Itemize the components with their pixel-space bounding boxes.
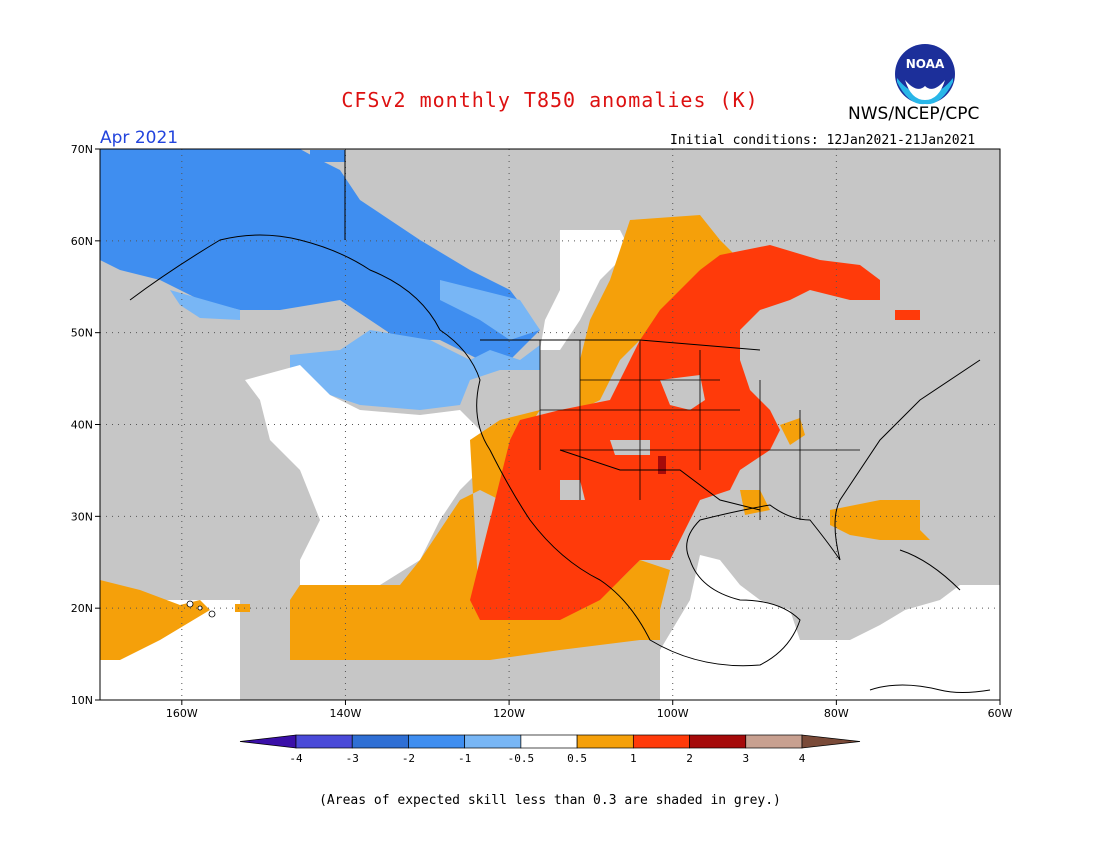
- lat-tick-label: 30N: [71, 510, 93, 523]
- colorbar-swatch: [295, 734, 353, 749]
- colorbar-swatch: [408, 734, 466, 749]
- colorbar-label: 1: [630, 752, 637, 765]
- colorbar-swatch: [576, 734, 634, 749]
- lon-tick-label: 160W: [166, 707, 198, 720]
- colorbar-label: -0.5: [508, 752, 535, 765]
- latitude-axis: 70N 60N 50N 40N 30N 20N 10N: [71, 143, 100, 707]
- colorbar-swatch: [520, 734, 578, 749]
- lon-tick-label: 80W: [824, 707, 849, 720]
- grey-holes: [560, 375, 705, 500]
- lat-tick-label: 60N: [71, 235, 93, 248]
- lat-tick-label: 20N: [71, 602, 93, 615]
- lon-tick-label: 60W: [988, 707, 1013, 720]
- colorbar-label: -1: [458, 752, 471, 765]
- neutral-region: [245, 230, 630, 585]
- colorbar-swatch: [632, 734, 690, 749]
- footnote: (Areas of expected skill less than 0.3 a…: [319, 793, 781, 808]
- forecast-month: Apr 2021: [100, 128, 179, 148]
- light-blue-anomaly-region: [170, 280, 540, 410]
- colorbar-swatch: [745, 734, 803, 749]
- state-borders: [539, 340, 860, 520]
- lat-tick-label: 50N: [71, 327, 93, 340]
- colorbar-arrow-right: [801, 734, 861, 749]
- red-anomaly-region: [470, 245, 920, 620]
- map-shading: [100, 149, 1000, 700]
- lat-tick-label: 70N: [71, 143, 93, 156]
- hawaii-islands: [186, 600, 216, 618]
- colorbar-swatch: [351, 734, 409, 749]
- colorbar-swatch: [464, 734, 522, 749]
- dark-red-spot: [658, 456, 666, 474]
- noaa-logo-text: NOAA: [906, 57, 945, 71]
- lon-tick-label: 140W: [330, 707, 362, 720]
- colorbar-label: 3: [742, 752, 749, 765]
- colorbar-label: -2: [402, 752, 415, 765]
- colorbar: -4 -3 -2 -1 -0.5 0.5 1 2 3 4: [239, 734, 861, 765]
- colorbar-label: -3: [346, 752, 359, 765]
- organization-label: NWS/NCEP/CPC: [848, 104, 980, 124]
- lon-tick-label: 120W: [493, 707, 525, 720]
- lat-tick-label: 10N: [71, 694, 93, 707]
- grid-lines: [100, 149, 1000, 700]
- longitude-axis: 160W 140W 120W 100W 80W 60W: [166, 700, 1013, 720]
- lon-tick-label: 100W: [657, 707, 689, 720]
- colorbar-label: 0.5: [567, 752, 587, 765]
- colorbar-swatch: [689, 734, 747, 749]
- noaa-logo-icon: NOAA: [895, 44, 955, 105]
- colorbar-label: -4: [289, 752, 303, 765]
- blue-anomaly-region: [100, 149, 540, 360]
- colorbar-label: 2: [686, 752, 693, 765]
- chart-title: CFSv2 monthly T850 anomalies (K): [341, 88, 759, 112]
- colorbar-label: 4: [799, 752, 806, 765]
- initial-conditions: Initial conditions: 12Jan2021-21Jan2021: [670, 133, 976, 148]
- colorbar-arrow-left: [239, 734, 297, 749]
- lat-tick-label: 40N: [71, 419, 93, 432]
